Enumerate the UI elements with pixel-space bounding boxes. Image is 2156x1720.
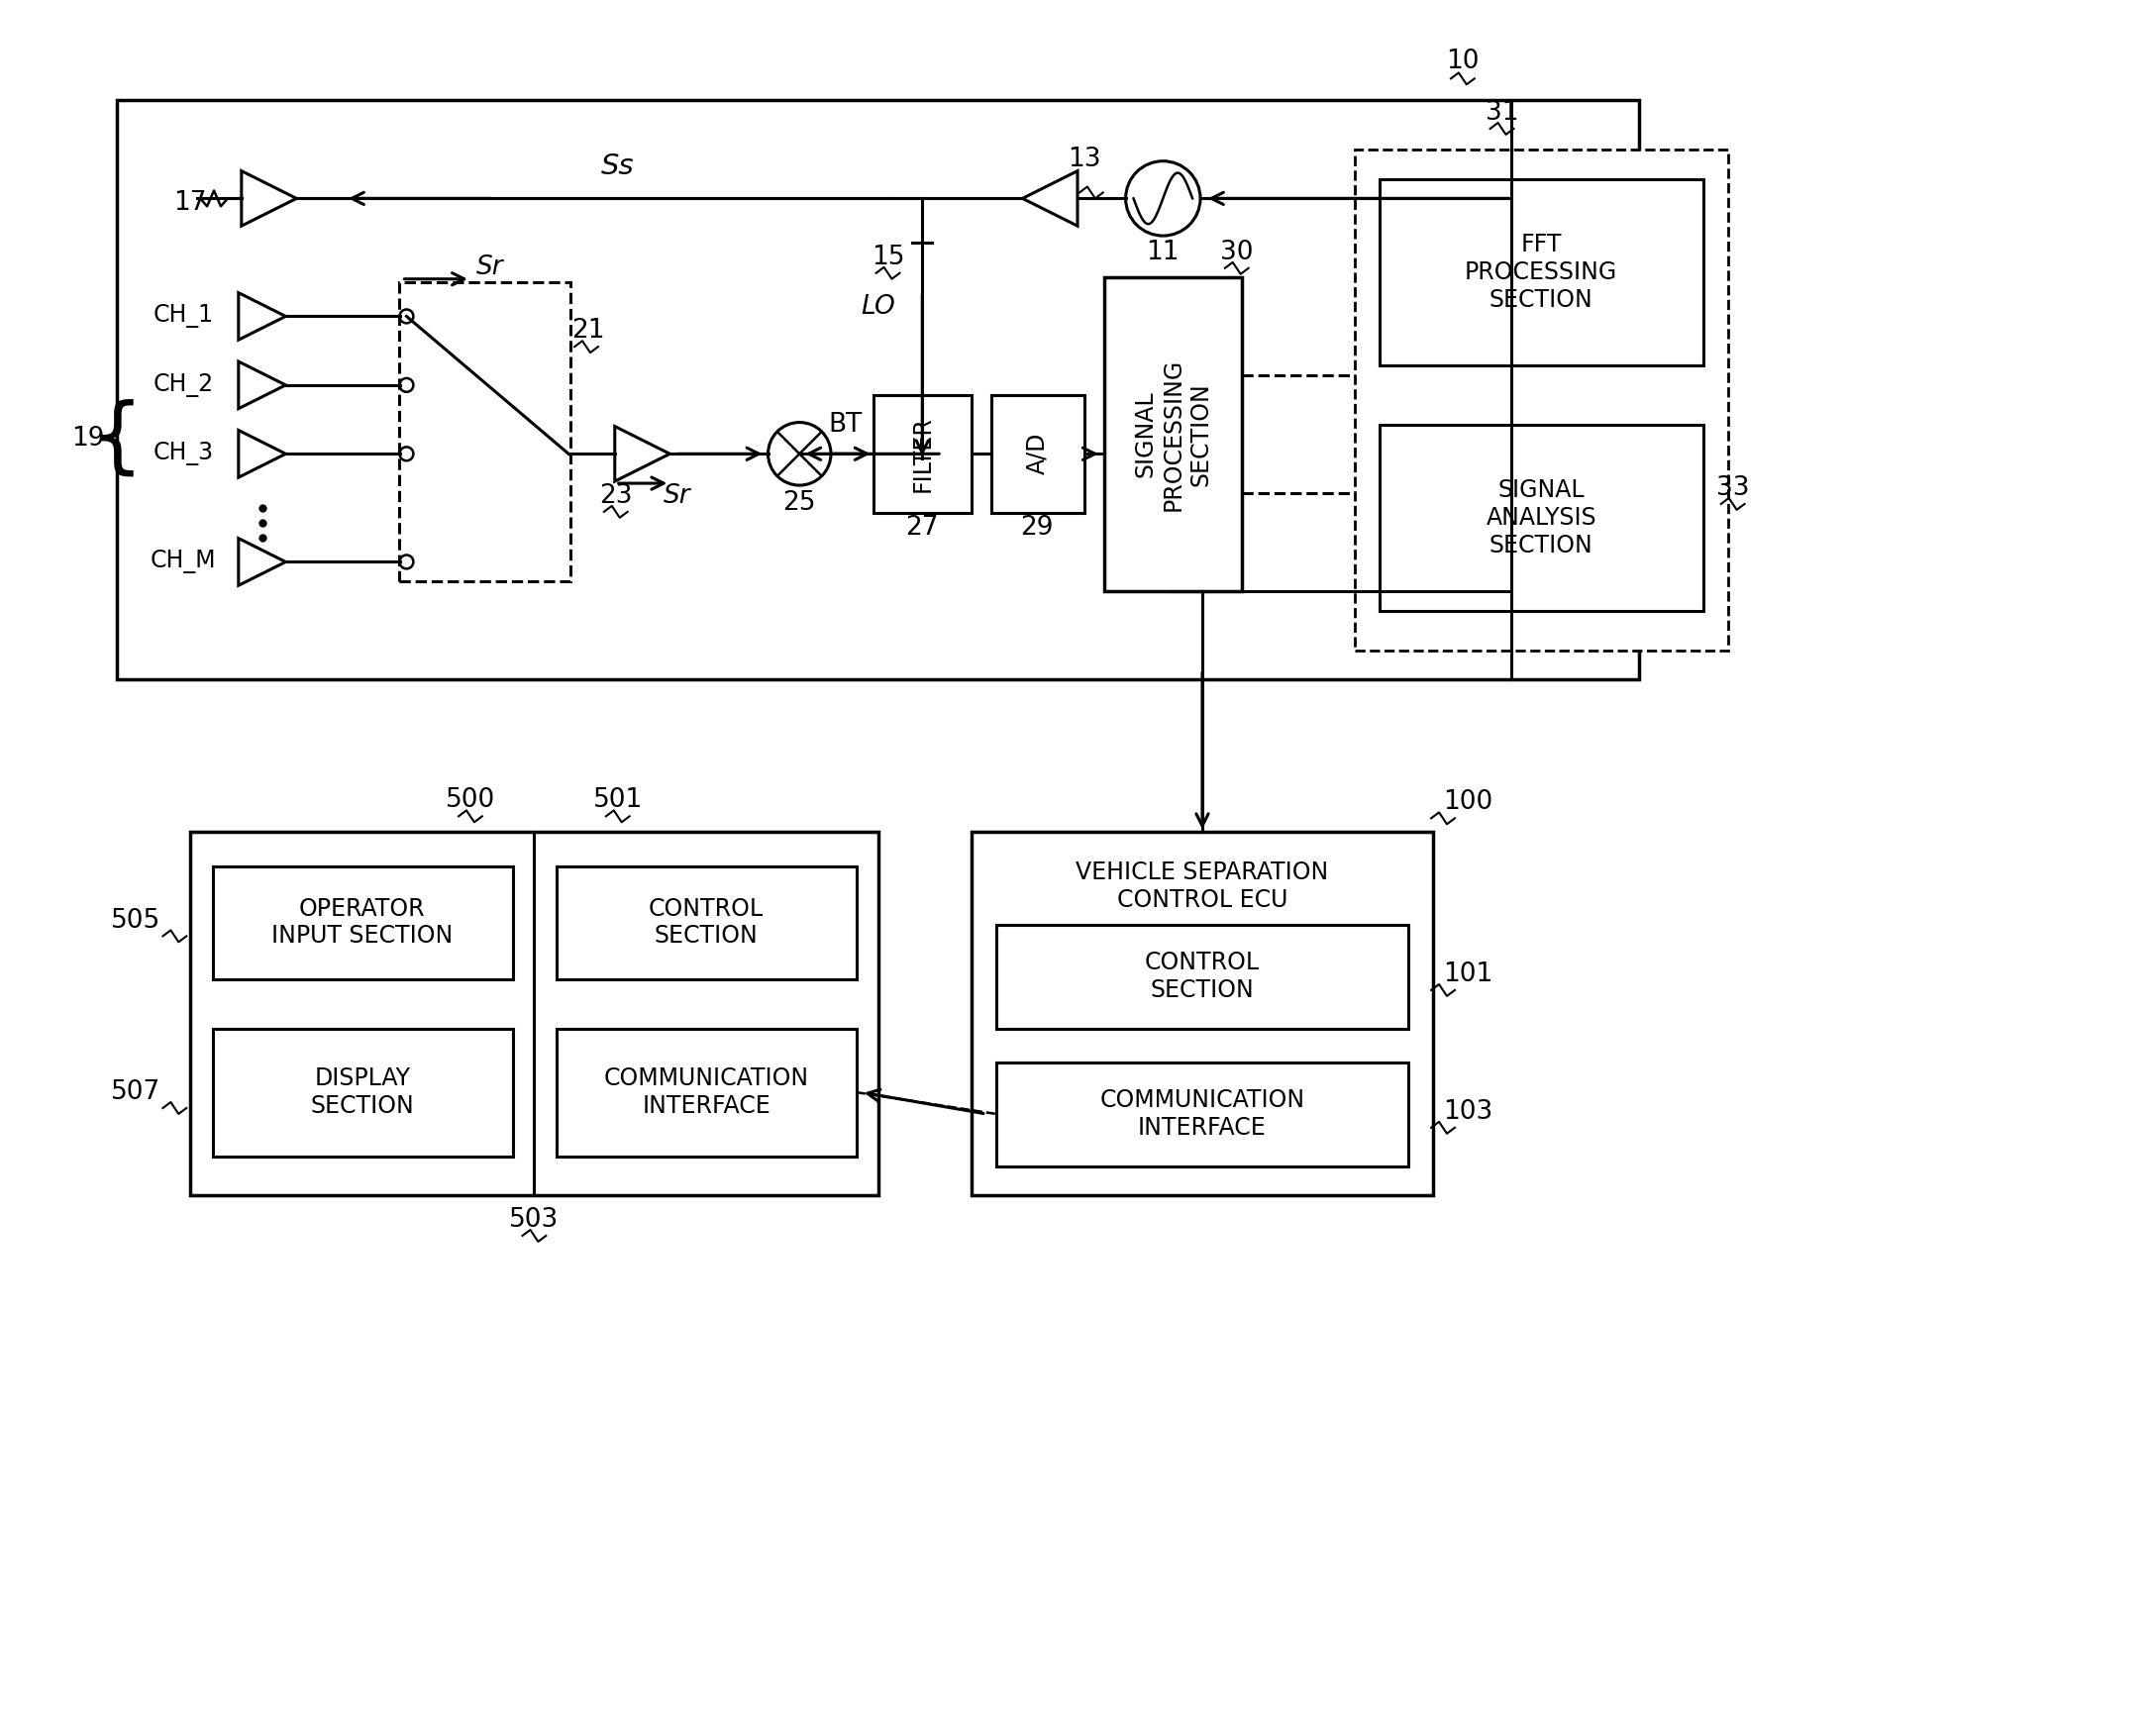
Text: A/D: A/D	[1026, 433, 1050, 475]
Text: CH_1: CH_1	[153, 304, 213, 329]
Bar	[1380, 425, 1703, 611]
Text: COMMUNICATION
INTERFACE: COMMUNICATION INTERFACE	[1100, 1089, 1304, 1140]
Text: SIGNAL
ANALYSIS
SECTION: SIGNAL ANALYSIS SECTION	[1485, 478, 1595, 557]
Text: {: {	[91, 399, 142, 480]
Bar	[996, 925, 1408, 1029]
Text: FFT
PROCESSING
SECTION: FFT PROCESSING SECTION	[1464, 232, 1617, 311]
Text: OPERATOR
INPUT SECTION: OPERATOR INPUT SECTION	[272, 896, 453, 948]
Text: CH_3: CH_3	[153, 442, 213, 466]
Bar	[1380, 179, 1703, 365]
Text: VEHICLE SEPARATION
CONTROL ECU: VEHICLE SEPARATION CONTROL ECU	[1076, 860, 1328, 912]
Bar	[190, 832, 877, 1195]
Bar	[972, 832, 1434, 1195]
Text: Ss: Ss	[602, 151, 634, 181]
Text: 101: 101	[1442, 961, 1492, 987]
Text: 29: 29	[1020, 514, 1054, 540]
Text: 100: 100	[1442, 789, 1492, 815]
Bar	[213, 867, 513, 979]
Bar	[556, 867, 856, 979]
Bar	[1354, 150, 1727, 650]
Text: 27: 27	[906, 514, 938, 540]
Text: LO: LO	[860, 294, 895, 320]
Text: 503: 503	[509, 1207, 558, 1233]
Text: 17: 17	[175, 191, 207, 217]
Text: COMMUNICATION
INTERFACE: COMMUNICATION INTERFACE	[604, 1066, 808, 1118]
Text: CONTROL
SECTION: CONTROL SECTION	[649, 896, 763, 948]
Bar	[556, 1029, 856, 1156]
Text: SIGNAL
PROCESSING
SECTION: SIGNAL PROCESSING SECTION	[1134, 358, 1212, 511]
Text: 19: 19	[71, 427, 106, 452]
Text: CH_M: CH_M	[151, 550, 216, 574]
Text: 33: 33	[1716, 475, 1749, 501]
Text: 31: 31	[1485, 100, 1518, 126]
Bar	[992, 396, 1084, 513]
Bar	[1104, 277, 1242, 592]
Text: 11: 11	[1147, 239, 1179, 265]
Text: 500: 500	[446, 788, 496, 814]
Text: 505: 505	[112, 908, 162, 934]
Text: Sr: Sr	[476, 255, 505, 280]
Text: 25: 25	[783, 490, 817, 516]
Bar	[873, 396, 972, 513]
Bar	[213, 1029, 513, 1156]
Text: 103: 103	[1442, 1099, 1492, 1125]
Text: CH_2: CH_2	[153, 373, 213, 397]
Text: 13: 13	[1067, 146, 1102, 172]
Text: 15: 15	[871, 244, 906, 270]
Bar	[399, 282, 571, 581]
Text: CONTROL
SECTION: CONTROL SECTION	[1145, 951, 1259, 1003]
Text: DISPLAY
SECTION: DISPLAY SECTION	[310, 1066, 414, 1118]
Text: Sr: Sr	[664, 483, 690, 509]
Text: FILTER: FILTER	[910, 416, 934, 492]
Text: 501: 501	[593, 788, 642, 814]
Text: 30: 30	[1220, 239, 1253, 265]
Text: 21: 21	[571, 318, 606, 344]
Text: 507: 507	[112, 1080, 162, 1106]
Bar	[996, 1063, 1408, 1166]
Text: 10: 10	[1447, 48, 1479, 74]
Bar	[116, 100, 1639, 679]
Text: 23: 23	[599, 483, 632, 509]
Text: BT: BT	[828, 411, 862, 437]
